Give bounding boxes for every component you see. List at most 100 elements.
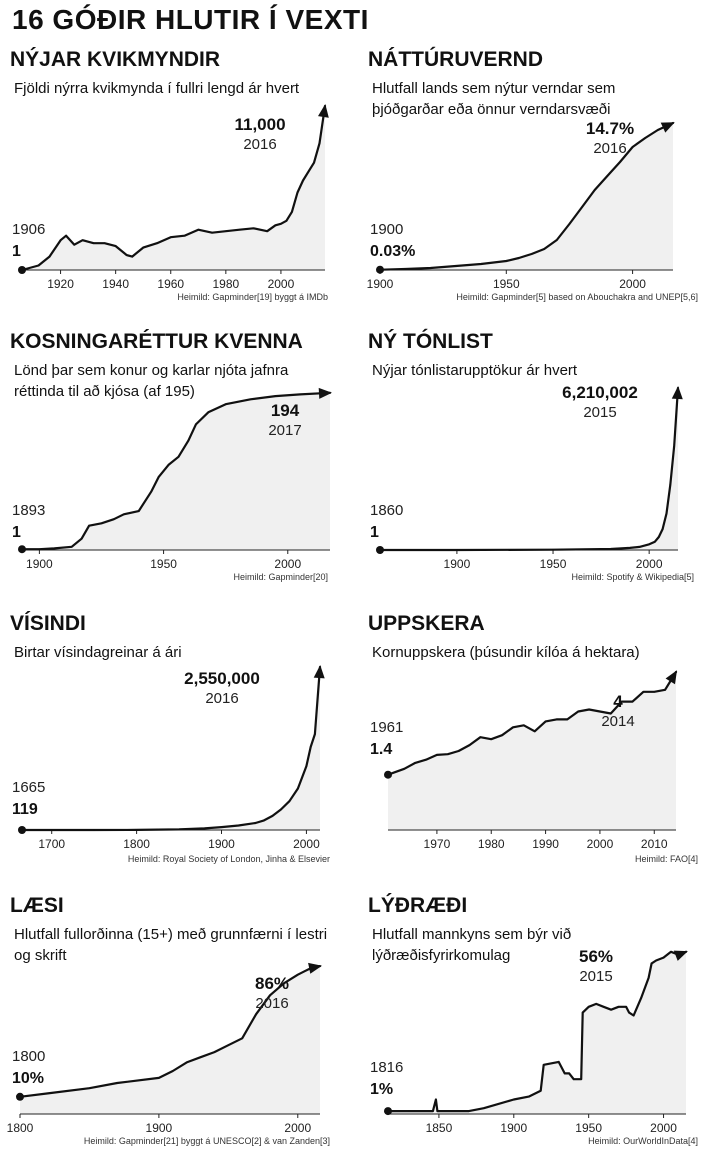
data-point bbox=[501, 734, 503, 736]
data-point bbox=[238, 228, 241, 231]
area-fill bbox=[388, 951, 686, 1114]
chart-subtitle: Hlutfall lands sem nýtur verndar sem þjó… bbox=[372, 80, 616, 118]
start-dot bbox=[18, 825, 26, 834]
x-tick-label: 2000 bbox=[268, 277, 295, 291]
data-point bbox=[455, 265, 457, 267]
data-point bbox=[302, 179, 304, 182]
chart-title: LÆSI bbox=[10, 894, 64, 917]
data-point bbox=[408, 1110, 410, 1112]
data-point bbox=[100, 522, 103, 525]
chart-title: NÝ TÓNLIST bbox=[368, 330, 493, 353]
start-value-label: 1 bbox=[12, 524, 21, 541]
data-point bbox=[414, 762, 416, 764]
end-year-label: 2014 bbox=[601, 713, 634, 730]
data-point bbox=[588, 708, 590, 711]
x-tick-label: 2010 bbox=[641, 837, 668, 851]
end-year-label: 2016 bbox=[243, 136, 276, 153]
x-tick-label: 1970 bbox=[424, 837, 451, 851]
data-point bbox=[135, 829, 138, 831]
data-point bbox=[648, 543, 650, 546]
data-point bbox=[513, 1098, 515, 1101]
end-value-label: 11,000 bbox=[234, 115, 285, 134]
x-tick-label: 1850 bbox=[426, 1121, 453, 1135]
chart-panel: 1700 1800 1900 2000 1665 119 2,550,000 2016 Heim… bbox=[10, 612, 345, 877]
start-value-label: 1% bbox=[370, 1081, 393, 1098]
x-tick-label: 2000 bbox=[284, 1121, 311, 1135]
x-tick-label: 1900 bbox=[444, 557, 471, 571]
data-point bbox=[172, 1070, 174, 1072]
end-value-label: 194 bbox=[271, 401, 300, 420]
data-point bbox=[568, 223, 571, 225]
chart-svg: 1850 1900 1950 2000 1816 1% 56% 2015 Heimild: Ou… bbox=[370, 947, 698, 1146]
data-point bbox=[479, 736, 482, 738]
x-tick-label: 2000 bbox=[587, 837, 614, 851]
end-year-label: 2015 bbox=[583, 404, 616, 421]
data-point bbox=[283, 982, 285, 985]
data-point bbox=[156, 242, 158, 244]
end-value-label: 56% bbox=[579, 947, 613, 966]
end-year-label: 2016 bbox=[255, 995, 288, 1012]
data-point bbox=[650, 962, 653, 965]
data-point bbox=[93, 829, 95, 831]
data-point bbox=[563, 1072, 566, 1075]
x-tick-label: 1900 bbox=[146, 1121, 173, 1135]
data-point bbox=[274, 224, 277, 227]
data-point bbox=[577, 710, 579, 713]
data-point bbox=[203, 827, 206, 830]
end-value-label: 6,210,002 bbox=[562, 383, 638, 402]
data-point bbox=[628, 1011, 630, 1014]
data-point bbox=[313, 161, 315, 164]
arrow-head bbox=[318, 104, 329, 118]
data-point bbox=[116, 1082, 118, 1084]
start-dot bbox=[376, 546, 384, 554]
data-point bbox=[65, 234, 67, 237]
x-tick-label: 2000 bbox=[274, 557, 301, 571]
chart-svg: 1900 1950 2000 1860 1 6,210,002 2015 Heimild: S… bbox=[370, 383, 694, 582]
data-point bbox=[518, 257, 520, 259]
data-point bbox=[280, 808, 282, 811]
data-point bbox=[88, 524, 90, 527]
data-point bbox=[568, 1072, 570, 1075]
data-point bbox=[530, 253, 533, 255]
data-point bbox=[619, 161, 621, 163]
x-tick-label: 1900 bbox=[367, 277, 394, 291]
data-point bbox=[655, 959, 657, 962]
data-point bbox=[53, 547, 56, 550]
data-point bbox=[653, 691, 656, 693]
chart-title: LÝÐRÆÐI bbox=[368, 894, 468, 917]
x-tick-label: 1700 bbox=[38, 837, 65, 851]
source-note: Heimild: Spotify & Wikipedia[5] bbox=[571, 572, 694, 582]
area-fill bbox=[22, 392, 330, 550]
area-fill bbox=[22, 667, 320, 830]
data-point bbox=[291, 211, 293, 213]
data-point bbox=[299, 393, 302, 396]
data-point bbox=[505, 260, 508, 262]
data-point bbox=[255, 1013, 257, 1015]
arrow-head bbox=[665, 670, 677, 685]
data-point bbox=[632, 1014, 635, 1017]
data-point bbox=[307, 170, 310, 173]
data-point bbox=[631, 700, 634, 703]
data-point bbox=[566, 718, 569, 721]
data-point bbox=[480, 263, 482, 265]
data-point bbox=[587, 1006, 590, 1008]
area-fill bbox=[380, 388, 678, 550]
x-tick-label: 1940 bbox=[102, 277, 129, 291]
data-point bbox=[241, 1037, 243, 1040]
chart-subtitle: Kornuppskera (þúsundir kílóa á hektara) bbox=[372, 644, 640, 661]
data-point bbox=[572, 1078, 575, 1080]
data-point bbox=[638, 546, 641, 548]
data-point bbox=[606, 175, 609, 177]
data-point bbox=[274, 395, 277, 397]
data-point bbox=[468, 744, 471, 746]
source-note: Heimild: OurWorldInData[4] bbox=[588, 1136, 698, 1146]
x-tick-label: 2000 bbox=[619, 277, 646, 291]
data-point bbox=[617, 1006, 620, 1008]
data-point bbox=[131, 255, 133, 258]
start-year-label: 1800 bbox=[12, 1048, 45, 1065]
start-dot bbox=[376, 265, 384, 274]
chart-panel: 1900 1950 2000 1860 1 6,210,002 2015 Heimild: S… bbox=[368, 330, 703, 595]
chart-subtitle: Birtar vísindagreinar á ári bbox=[14, 644, 182, 661]
page-title: 16 GÓÐIR HLUTIR Í VEXTI bbox=[12, 4, 369, 35]
data-point bbox=[490, 738, 492, 740]
